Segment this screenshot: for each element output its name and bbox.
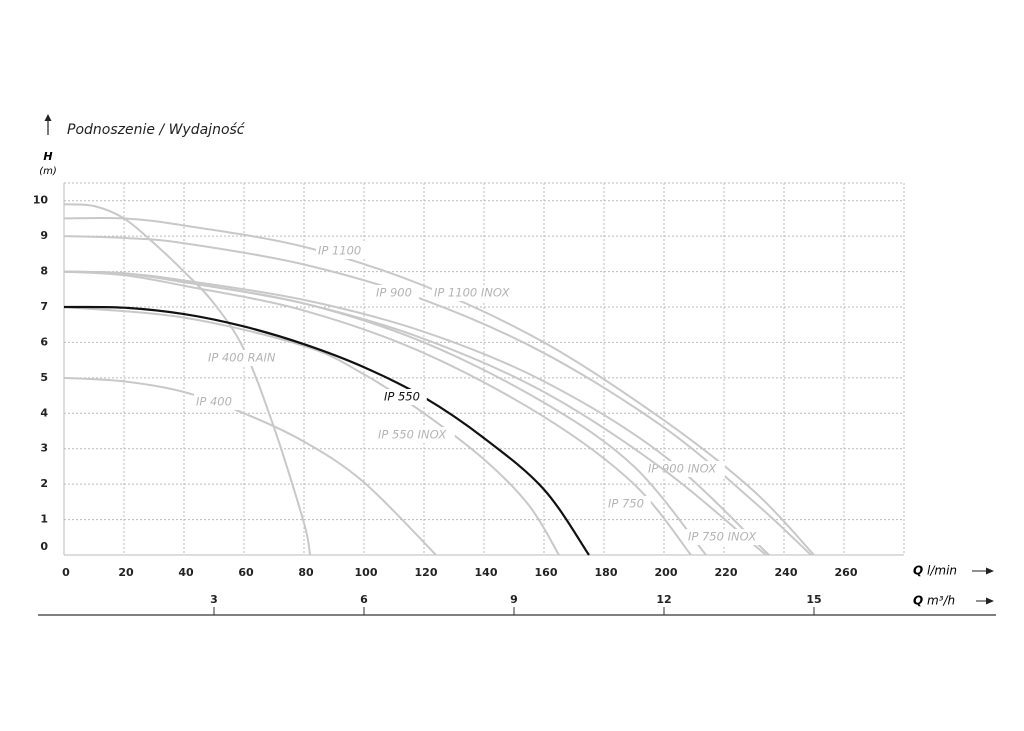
x-tick-label: 140 — [475, 566, 498, 579]
x-tick-label: 40 — [178, 566, 194, 579]
pump-curve — [63, 305, 590, 556]
label-backdrop — [206, 350, 285, 366]
pump-curve — [63, 306, 560, 556]
legend-label: IP 400 — [196, 395, 232, 409]
x-tick-label: 80 — [298, 566, 314, 579]
y-tick-label: 1 — [40, 513, 48, 526]
x-label-unit: l/min — [927, 564, 957, 578]
label-backdrop — [646, 461, 725, 477]
y-label-symbol: H — [43, 150, 52, 163]
x-tick-label: 220 — [715, 566, 738, 579]
y-tick-label: 8 — [40, 265, 48, 278]
x2-arrowhead — [986, 597, 994, 605]
label-backdrop — [316, 243, 368, 259]
label-backdrop — [194, 394, 239, 410]
x2-label-unit: m³/h — [927, 594, 955, 608]
x2-tick-label: 12 — [656, 593, 671, 606]
y-tick-label: 10 — [33, 194, 49, 207]
y-tick-label: 6 — [40, 335, 48, 348]
chart-title: Podnoszenie / Wydajność — [67, 122, 246, 138]
y-tick-label: 0 — [40, 540, 48, 553]
x-tick-label: 60 — [238, 566, 254, 579]
y-label-unit: (m) — [39, 166, 57, 177]
pump-curve — [63, 203, 311, 556]
x2-tick-label: 15 — [806, 593, 821, 606]
legend-label: IP 550 INOX — [378, 428, 447, 442]
y-tick-label: 9 — [40, 229, 48, 242]
x-tick-label: 180 — [595, 566, 618, 579]
label-backdrop — [606, 496, 651, 512]
y-tick-label: 2 — [40, 477, 48, 490]
legend-label: IP 550 — [384, 390, 420, 404]
legend-label: IP 1100 — [318, 244, 361, 258]
legend-label: IP 750 INOX — [688, 530, 757, 544]
legend-label: IP 400 RAIN — [208, 351, 276, 365]
pump-curve — [63, 216, 815, 556]
x2-label-symbol: Q — [913, 594, 923, 608]
y-tick-label: 3 — [40, 442, 48, 455]
x-tick-label: 0 — [62, 566, 70, 579]
x-tick-label: 120 — [415, 566, 438, 579]
legend-label: IP 900 INOX — [648, 462, 717, 476]
x-label-symbol: Q — [913, 564, 923, 578]
x2-tick-label: 6 — [360, 593, 368, 606]
legend-label: IP 900 — [376, 286, 412, 300]
y-arrowhead — [44, 114, 52, 121]
label-backdrop — [376, 427, 455, 443]
y-tick-label: 7 — [40, 300, 48, 313]
pump-curve — [63, 376, 437, 556]
x-arrowhead — [986, 567, 994, 575]
y-tick-label: 5 — [40, 371, 48, 384]
legend-label: IP 1100 INOX — [434, 286, 511, 300]
x2-tick-label: 9 — [510, 593, 518, 606]
x-tick-label: 260 — [835, 566, 858, 579]
x-tick-label: 200 — [655, 566, 678, 579]
pump-curve — [63, 270, 692, 556]
label-backdrop — [382, 389, 427, 405]
legend-label: IP 750 — [608, 497, 644, 511]
pump-curve — [63, 270, 767, 556]
x-tick-label: 160 — [535, 566, 558, 579]
x2-tick-label: 3 — [210, 593, 218, 606]
x-tick-label: 100 — [355, 566, 378, 579]
x-tick-label: 240 — [775, 566, 798, 579]
x-tick-label: 20 — [118, 566, 134, 579]
label-backdrop — [432, 285, 518, 301]
label-backdrop — [686, 529, 765, 545]
label-backdrop — [374, 285, 419, 301]
y-tick-label: 4 — [40, 406, 48, 419]
